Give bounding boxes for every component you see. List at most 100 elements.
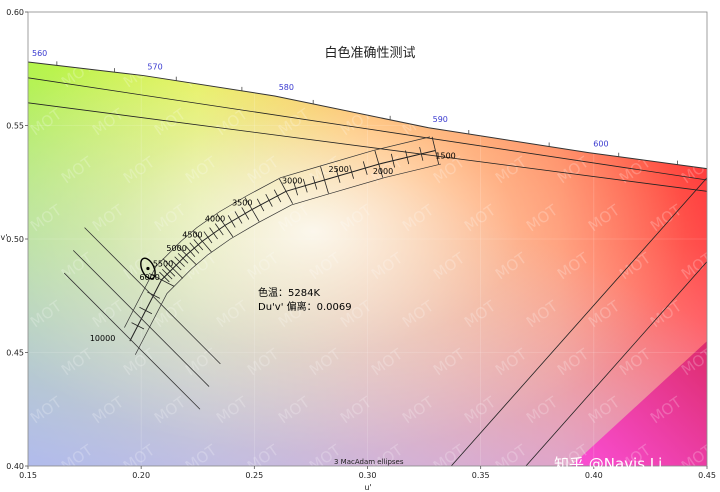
isotemperature-line	[84, 227, 221, 365]
isotemperature-tick	[185, 245, 196, 258]
planckian-tolerance-line	[124, 136, 431, 328]
cct-label-2500: 2500	[328, 165, 348, 174]
isotemperature-tick	[159, 271, 170, 283]
wavelength-label-600: 600	[593, 140, 608, 149]
watermark-text: MOT	[585, 9, 624, 44]
isotemperature-tick	[302, 178, 308, 193]
isotemperature-tick	[216, 213, 234, 238]
isotemperature-tick	[174, 256, 185, 267]
isotemperature-tick	[214, 223, 224, 236]
wavelength-label-590: 590	[433, 115, 448, 124]
isotemperature-tick	[244, 197, 260, 222]
isotemperature-tick	[374, 150, 384, 178]
measurement-duv-label: Du'v' 偏离：0.0069	[258, 300, 352, 313]
cct-label-1500: 1500	[435, 151, 455, 160]
isotemperature-tick	[431, 136, 440, 165]
isotemperature-tick	[362, 161, 368, 175]
measurement-cct-label: 色温：5284K	[258, 286, 320, 299]
isotemperature-tick	[256, 198, 265, 212]
isotemperature-tick	[273, 189, 282, 203]
y-tick-label: 0.60	[6, 8, 24, 17]
cct-label-10000: 10000	[90, 334, 115, 343]
isotemperature-tick	[227, 215, 236, 228]
x-tick-label: 0.20	[132, 471, 150, 480]
x-tick-label: 0.45	[698, 471, 716, 480]
isotemperature-tick	[177, 253, 189, 264]
isotemperature-tick	[335, 169, 341, 183]
isotemperature-tick	[419, 146, 424, 161]
cct-label-5000: 5000	[166, 244, 186, 253]
watermark-text: MOT	[27, 9, 66, 44]
isotemperature-tick	[164, 266, 176, 277]
cct-label-2000: 2000	[373, 167, 393, 176]
watermark-text: MOT	[709, 201, 720, 236]
reference-line	[28, 77, 707, 181]
watermark-text: MOT	[492, 57, 531, 92]
isotemperature-tick	[390, 153, 395, 168]
isotemperature-tick	[176, 244, 197, 266]
macadam-ellipses-note: 3 MacAdam ellipses	[334, 458, 404, 466]
watermark-text: MOT	[430, 57, 469, 92]
watermark-text: MOT	[275, 9, 314, 44]
watermark-text: MOT	[306, 57, 345, 92]
watermark-text: MOT	[523, 9, 562, 44]
watermark-text: MOT	[89, 9, 128, 44]
isotemperature-tick	[234, 211, 243, 224]
watermark-text: MOT	[399, 9, 438, 44]
wavelength-label-560: 560	[32, 49, 47, 58]
watermark-text: MOT	[461, 9, 500, 44]
x-tick-label: 0.40	[585, 471, 603, 480]
watermark-text: MOT	[151, 9, 190, 44]
watermark-text: MOT	[647, 9, 686, 44]
isotemperature-tick	[189, 242, 200, 254]
spectral-locus: 560 570 580 590 600	[28, 49, 707, 466]
isotemperature-tick	[265, 194, 273, 207]
measurement-point	[146, 266, 150, 271]
cct-label-3500: 3500	[232, 198, 252, 207]
watermark-text: MOT	[709, 105, 720, 140]
isotemperature-line	[72, 250, 210, 387]
isotemperature-tick	[203, 231, 213, 244]
isotemperature-tick	[241, 207, 250, 220]
isotemperature-tick	[312, 175, 318, 190]
watermark-text: MOT	[368, 57, 407, 92]
x-axis-label: u'	[364, 483, 371, 492]
credit-watermark: 知乎 @Navis Li	[554, 455, 662, 473]
plot-area: MOT MOT MOT MOT MOT MOT MOT MOT MOT MOT MOT MOT MOT M…	[27, 9, 720, 466]
watermark-text: MOT	[678, 57, 717, 92]
y-tick-label: 0.45	[6, 349, 24, 358]
isotemperature-tick	[209, 227, 218, 240]
isotemperature-tick	[192, 230, 212, 253]
cct-label-4000: 4000	[205, 214, 225, 223]
spectral-locus-curve	[28, 61, 707, 170]
watermark-text: MOT	[337, 9, 376, 44]
watermark-text: MOT	[709, 393, 720, 428]
reference-line	[525, 261, 707, 466]
isotemperature-tick	[405, 150, 410, 165]
grid-lines	[28, 12, 707, 466]
isotemperature-tick	[161, 268, 173, 280]
y-tick-label: 0.55	[6, 122, 24, 131]
x-tick-label: 0.15	[19, 471, 37, 480]
cct-label-4500: 4500	[182, 230, 202, 239]
x-tick-label: 0.35	[472, 471, 490, 480]
watermark-text: MOT	[523, 105, 562, 140]
chart-title: 白色准确性测试	[324, 45, 415, 61]
cct-label-5500: 5500	[153, 260, 173, 269]
cct-label-6000: 6000	[140, 273, 160, 282]
watermark-text: MOT	[585, 105, 624, 140]
isotemperature-tick	[279, 178, 293, 204]
gamut-fill-white	[28, 61, 707, 466]
y-axis-label: v'	[1, 233, 8, 242]
color-gamut-background	[28, 61, 707, 466]
isotemperature-tick	[171, 259, 182, 271]
isotemperature-tick	[293, 181, 299, 196]
isotemperature-tick	[148, 273, 175, 287]
watermark-text: MOT	[709, 9, 720, 44]
x-tick-label: 0.30	[359, 471, 377, 480]
isotemperature-tick	[193, 239, 204, 251]
watermark-text: MOT	[616, 57, 655, 92]
x-tick-label: 0.25	[245, 471, 263, 480]
cct-label-3000: 3000	[282, 176, 302, 185]
